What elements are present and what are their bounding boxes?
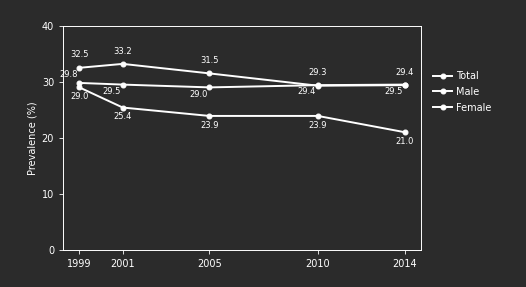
Female (206, 86, 213, 89)
Line: Female: Female (77, 80, 407, 90)
Female (119, 83, 126, 86)
Y-axis label: Prevalence (%): Prevalence (%) (27, 101, 37, 174)
Male (315, 114, 321, 118)
Text: 29.4: 29.4 (396, 68, 414, 77)
Text: 31.5: 31.5 (200, 56, 219, 65)
Legend: Total, Male, Female: Total, Male, Female (433, 71, 491, 113)
Text: 29.8: 29.8 (59, 70, 77, 79)
Text: 21.0: 21.0 (396, 137, 414, 146)
Male (119, 106, 126, 109)
Text: 25.4: 25.4 (114, 113, 132, 121)
Text: 29.5: 29.5 (385, 87, 402, 96)
Text: 23.9: 23.9 (309, 121, 327, 130)
Male (401, 130, 408, 134)
Text: 29.4: 29.4 (298, 87, 316, 96)
Total (119, 62, 126, 66)
Line: Total: Total (77, 61, 407, 88)
Text: 33.2: 33.2 (114, 46, 132, 56)
Total (76, 66, 83, 69)
Female (401, 83, 408, 86)
Text: 29.0: 29.0 (70, 92, 88, 101)
Total (206, 72, 213, 75)
Line: Male: Male (77, 85, 407, 135)
Male (76, 86, 83, 89)
Total (315, 84, 321, 88)
Text: 29.5: 29.5 (103, 87, 121, 96)
Female (315, 84, 321, 87)
Text: 32.5: 32.5 (70, 51, 88, 59)
Text: 29.3: 29.3 (309, 68, 327, 77)
Text: 29.0: 29.0 (189, 90, 208, 98)
Male (206, 114, 213, 118)
Text: 23.9: 23.9 (200, 121, 219, 130)
Female (76, 81, 83, 85)
Total (401, 84, 408, 87)
